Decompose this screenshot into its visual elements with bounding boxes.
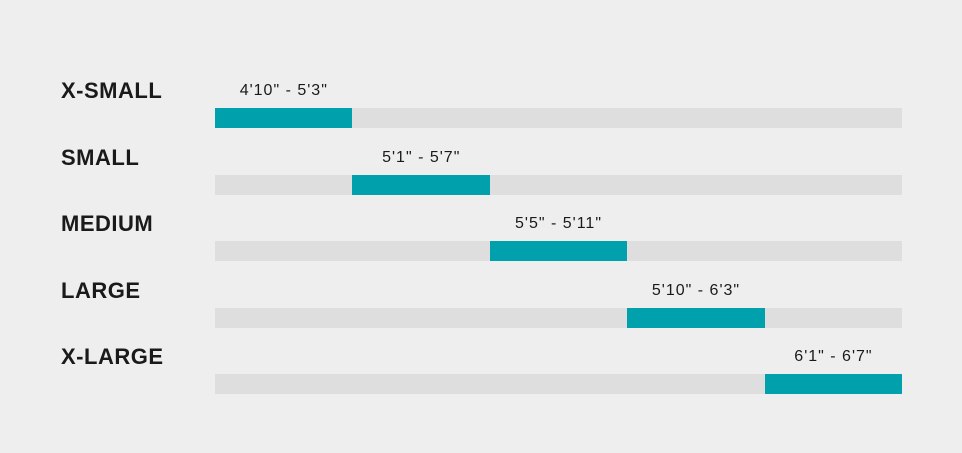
- height-track: [215, 307, 902, 328]
- height-range-label: 6'1" - 6'7": [794, 348, 873, 365]
- size-row: LARGE 5'10" - 6'3": [0, 278, 962, 338]
- size-row: X-LARGE 6'1" - 6'7": [0, 344, 962, 404]
- height-range-label: 4'10" - 5'3": [239, 82, 328, 99]
- height-range-bar: [489, 241, 628, 261]
- height-track: [215, 241, 902, 261]
- height-range-bar: [627, 307, 765, 328]
- size-label: MEDIUM: [61, 211, 154, 236]
- size-label: X-SMALL: [61, 78, 163, 103]
- size-label: LARGE: [61, 277, 141, 303]
- size-row: MEDIUM 5'5" - 5'11": [0, 211, 962, 271]
- size-row: SMALL 5'1" - 5'7": [0, 145, 962, 205]
- height-range-bar: [764, 374, 902, 394]
- height-track: [215, 108, 902, 128]
- size-label: X-LARGE: [61, 344, 164, 369]
- height-range-bar: [352, 174, 490, 195]
- size-label: SMALL: [61, 144, 140, 170]
- height-range-label: 5'1" - 5'7": [382, 148, 461, 166]
- size-row: X-SMALL 4'10" - 5'3": [0, 78, 962, 138]
- height-range-label: 5'5" - 5'11": [515, 215, 602, 232]
- height-range-bar: [215, 108, 353, 128]
- height-track: [215, 174, 902, 195]
- height-track: [215, 374, 902, 394]
- height-range-label: 5'10" - 6'3": [651, 281, 741, 299]
